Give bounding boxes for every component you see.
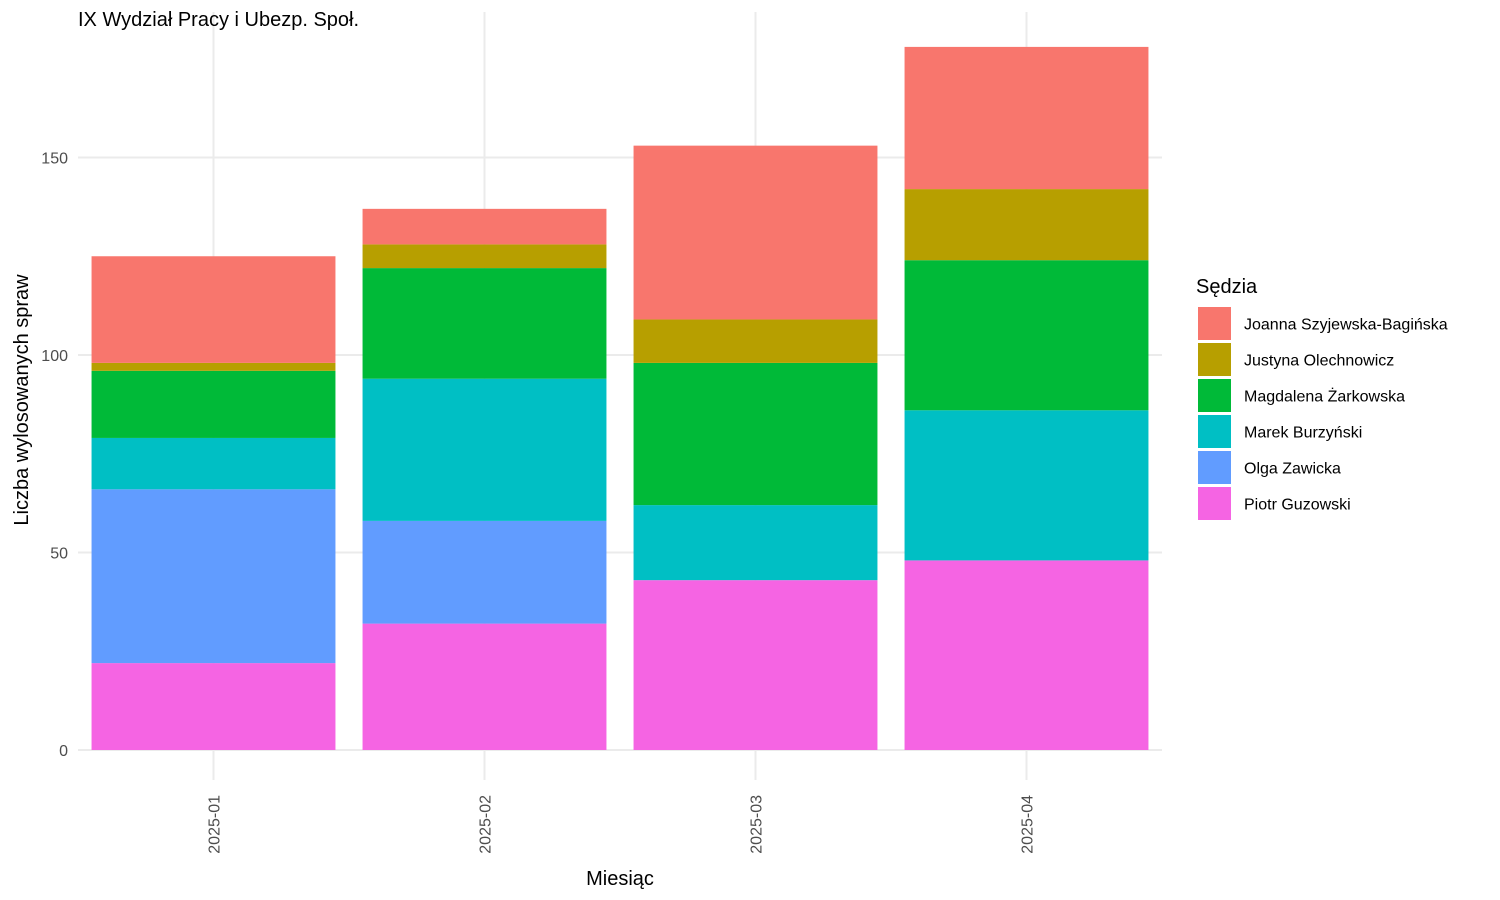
legend-key	[1198, 307, 1231, 340]
legend: Sędzia Joanna Szyjewska-Bagińska Justyna …	[1196, 276, 1448, 520]
legend-label: Marek Burzyński	[1244, 425, 1362, 442]
bar-segment	[904, 410, 1149, 561]
legend-key	[1198, 415, 1231, 448]
chart-title: IX Wydział Pracy i Ubezp. Społ.	[78, 9, 359, 31]
y-tick-label: 0	[59, 743, 68, 760]
bar-segment	[633, 580, 878, 750]
y-tick-label: 150	[41, 151, 68, 168]
bar-segment	[362, 208, 607, 245]
legend-title: Sędzia	[1196, 276, 1258, 298]
bar-segment	[362, 378, 607, 521]
bar-segment	[91, 663, 336, 750]
bar-segment	[91, 256, 336, 363]
legend-key	[1198, 487, 1231, 520]
legend-label: Piotr Guzowski	[1244, 497, 1351, 514]
x-tick-label: 2025-03	[749, 795, 766, 854]
y-tick-label: 50	[50, 546, 68, 563]
bar-segment	[362, 520, 607, 624]
legend-label: Olga Zawicka	[1244, 461, 1341, 478]
legend-key	[1198, 343, 1231, 376]
bar-segment	[904, 189, 1149, 261]
legend-label: Justyna Olechnowicz	[1244, 353, 1394, 370]
legend-label: Magdalena Żarkowska	[1244, 387, 1405, 406]
bar-segment	[633, 145, 878, 320]
bar-segment	[633, 362, 878, 506]
bars	[91, 46, 1149, 750]
y-axis: 0 50 100 150	[41, 151, 68, 761]
legend-key	[1198, 451, 1231, 484]
bar-segment	[91, 437, 336, 490]
bar-segment	[91, 362, 336, 371]
bar-segment	[904, 46, 1149, 190]
bar-segment	[904, 260, 1149, 411]
x-tick-label: 2025-01	[207, 795, 224, 854]
x-tick-label: 2025-04	[1020, 795, 1037, 854]
bar-segment	[362, 268, 607, 379]
bar-segment	[362, 623, 607, 750]
x-axis: 2025-01 2025-02 2025-03 2025-04	[207, 795, 1037, 854]
legend-label: Joanna Szyjewska-Bagińska	[1244, 317, 1448, 334]
bar-segment	[91, 370, 336, 438]
bar-segment	[633, 319, 878, 363]
x-axis-title: Miesiąc	[586, 868, 654, 890]
bar-segment	[904, 560, 1149, 750]
y-tick-label: 100	[41, 348, 68, 365]
x-tick-label: 2025-02	[478, 795, 495, 854]
bar-segment	[91, 489, 336, 664]
bar-segment	[362, 244, 607, 269]
legend-key	[1198, 379, 1231, 412]
bar-segment	[633, 505, 878, 581]
y-axis-title: Liczba wylosowanych spraw	[11, 274, 33, 526]
